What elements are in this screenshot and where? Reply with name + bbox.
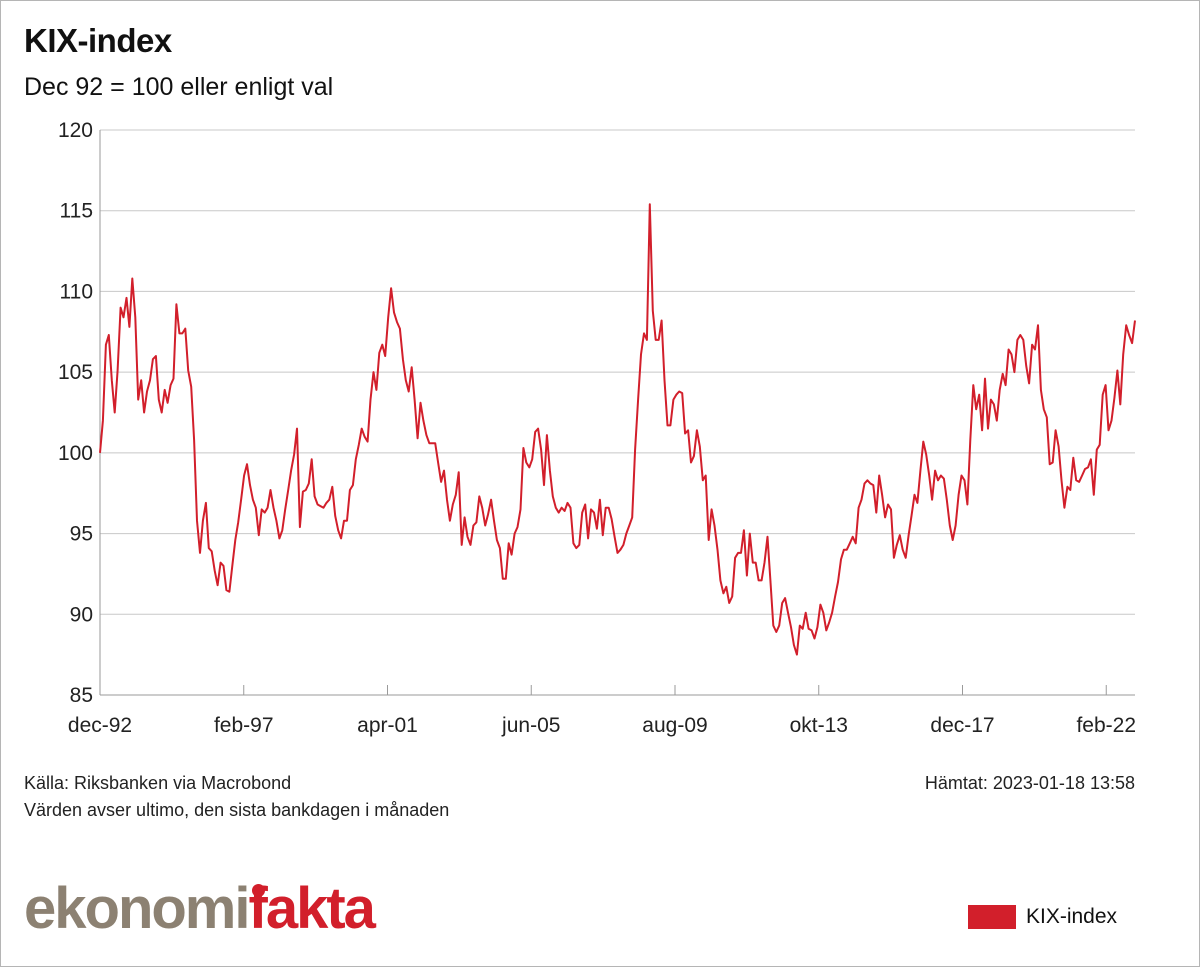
y-tick-label: 115 [60, 200, 93, 223]
note-text: Värden avser ultimo, den sista bankdagen… [24, 800, 450, 820]
logo-dot-icon [252, 884, 265, 897]
x-tick-label: dec-92 [68, 714, 132, 737]
y-tick-label: 95 [70, 523, 93, 546]
legend-swatch [968, 905, 1016, 929]
x-tick-label: dec-17 [930, 714, 994, 737]
chart-title: KIX-index [24, 22, 172, 59]
x-tick-label: feb-97 [214, 714, 274, 737]
logo-part-ekonomi: ekonomi [24, 876, 250, 941]
y-tick-label: 110 [60, 280, 93, 303]
x-tick-label: jun-05 [501, 714, 560, 737]
y-tick-label: 100 [58, 442, 93, 465]
x-tick-label: aug-09 [642, 714, 707, 737]
x-tick-label: okt-13 [790, 714, 848, 737]
y-tick-label: 120 [58, 119, 93, 142]
legend-label: KIX-index [1026, 905, 1118, 928]
source-text: Källa: Riksbanken via Macrobond [24, 773, 292, 793]
legend: KIX-index [968, 905, 1117, 929]
series-line-kix-index [99, 203, 1136, 656]
retrieved-text: Hämtat: 2023-01-18 13:58 [924, 773, 1135, 793]
logo-part-fakta: fakta [248, 876, 376, 941]
y-tick-label: 85 [70, 684, 93, 707]
x-tick-label: feb-22 [1076, 714, 1136, 737]
chart-subtitle: Dec 92 = 100 eller enligt val [24, 73, 334, 101]
ekonomifakta-logo: ekonomifakta [24, 880, 376, 938]
y-tick-label: 105 [58, 361, 93, 384]
y-tick-label: 90 [70, 603, 93, 626]
x-tick-label: apr-01 [357, 714, 418, 737]
